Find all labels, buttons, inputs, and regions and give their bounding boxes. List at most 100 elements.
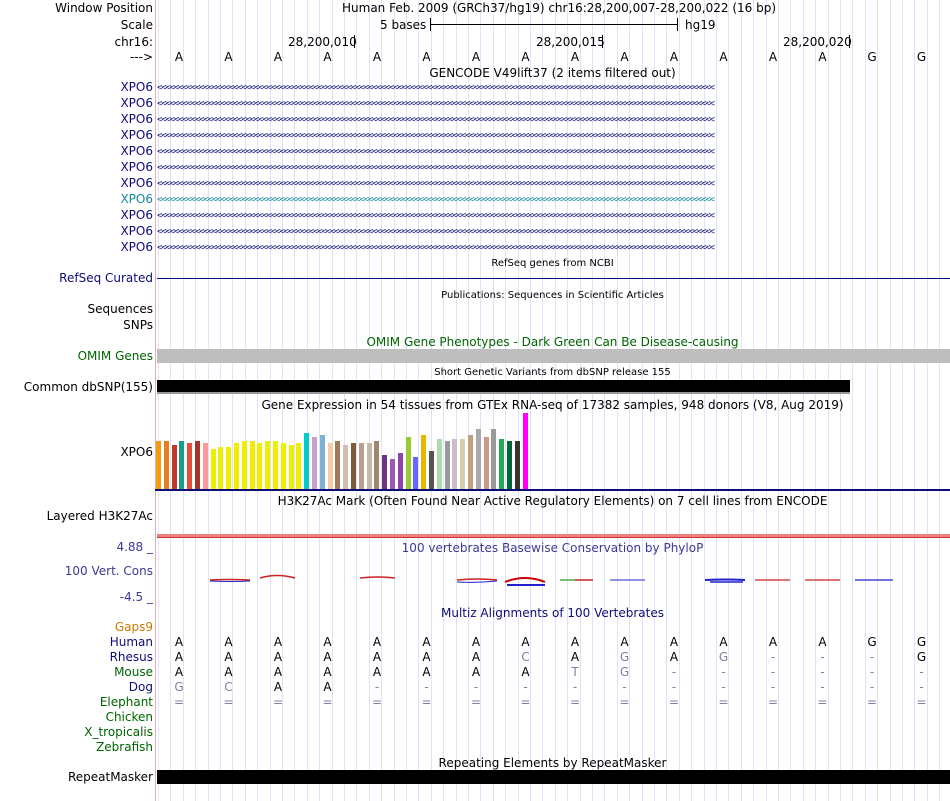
gencode-gene-label[interactable]: XPO6 — [120, 224, 153, 238]
gencode-title[interactable]: GENCODE V49lift37 (2 items filtered out) — [429, 66, 676, 80]
omim-bar[interactable] — [157, 349, 950, 363]
gtex-tissue-bar[interactable] — [304, 433, 310, 489]
gencode-gene-arrows[interactable]: <<<<<<<<<<<<<<<<<<<<<<<<<<<<<<<<<<<<<<<<… — [157, 227, 715, 237]
publications-label-snps[interactable]: SNPs — [123, 318, 153, 332]
gtex-tissue-bar[interactable] — [195, 441, 200, 489]
repeatmasker-title[interactable]: Repeating Elements by RepeatMasker — [438, 756, 667, 770]
gtex-tissue-bar[interactable] — [265, 441, 271, 489]
gtex-tissue-bar[interactable] — [397, 453, 403, 489]
gtex-tissue-bar[interactable] — [374, 441, 380, 489]
gtex-tissue-bar[interactable] — [507, 441, 512, 489]
gencode-gene-label[interactable]: XPO6 — [120, 96, 153, 110]
gtex-tissue-bar[interactable] — [421, 435, 427, 489]
gencode-gene-label[interactable]: XPO6 — [120, 80, 153, 94]
gtex-tissue-bar[interactable] — [319, 435, 325, 489]
gencode-gene-label[interactable]: XPO6 — [120, 240, 153, 254]
gencode-gene-arrows[interactable]: <<<<<<<<<<<<<<<<<<<<<<<<<<<<<<<<<<<<<<<<… — [157, 99, 715, 109]
h3k27ac-label[interactable]: Layered H3K27Ac — [46, 509, 153, 523]
phylop-title[interactable]: 100 vertebrates Basewise Conservation by… — [401, 541, 704, 555]
gtex-tissue-bar[interactable] — [483, 437, 489, 489]
gtex-tissue-bar[interactable] — [335, 441, 341, 489]
gtex-tissue-bar[interactable] — [436, 439, 442, 489]
gtex-label[interactable]: XPO6 — [120, 445, 153, 459]
phylop-label[interactable]: 100 Vert. Cons — [64, 564, 153, 578]
dbsnp-title[interactable]: Short Genetic Variants from dbSNP releas… — [434, 367, 671, 378]
gencode-gene-arrows[interactable]: <<<<<<<<<<<<<<<<<<<<<<<<<<<<<<<<<<<<<<<<… — [157, 195, 715, 205]
gtex-tissue-bar[interactable] — [452, 439, 458, 489]
gtex-tissue-bar[interactable] — [210, 449, 216, 489]
gtex-tissue-bar[interactable] — [460, 439, 466, 489]
gtex-tissue-bar[interactable] — [288, 445, 294, 489]
gtex-tissue-bar[interactable] — [468, 435, 473, 489]
gencode-gene-arrows[interactable]: <<<<<<<<<<<<<<<<<<<<<<<<<<<<<<<<<<<<<<<<… — [157, 211, 715, 221]
gtex-tissue-bar[interactable] — [187, 443, 193, 489]
species-label[interactable]: X_tropicalis — [84, 725, 153, 739]
phylop-plot[interactable] — [155, 560, 950, 600]
gencode-gene-label[interactable]: XPO6 — [120, 208, 153, 222]
refseq-line[interactable] — [157, 278, 950, 279]
gtex-tissue-bar[interactable] — [343, 445, 349, 489]
gtex-tissue-bar[interactable] — [202, 443, 208, 489]
refseq-title[interactable]: RefSeq genes from NCBI — [491, 258, 614, 269]
species-label[interactable]: Mouse — [114, 665, 153, 679]
gtex-tissue-bar[interactable] — [444, 441, 450, 489]
gtex-tissue-bar[interactable] — [257, 443, 263, 489]
gtex-tissue-bar[interactable] — [522, 413, 528, 489]
gtex-tissue-bar[interactable] — [179, 441, 185, 489]
omim-title[interactable]: OMIM Gene Phenotypes - Dark Green Can Be… — [366, 335, 739, 349]
gtex-tissue-bar[interactable] — [358, 443, 364, 489]
gtex-tissue-bar[interactable] — [163, 441, 169, 489]
gencode-gene-label[interactable]: XPO6 — [120, 160, 153, 174]
h3k27ac-title[interactable]: H3K27Ac Mark (Often Found Near Active Re… — [277, 494, 828, 508]
gencode-gene-label[interactable]: XPO6 — [120, 112, 153, 126]
gtex-tissue-bar[interactable] — [514, 441, 520, 489]
gencode-gene-arrows[interactable]: <<<<<<<<<<<<<<<<<<<<<<<<<<<<<<<<<<<<<<<<… — [157, 83, 715, 93]
gencode-gene-label[interactable]: XPO6 — [120, 192, 153, 206]
gtex-tissue-bar[interactable] — [499, 439, 505, 489]
species-label[interactable]: Elephant — [99, 695, 153, 709]
gtex-tissue-bar[interactable] — [413, 457, 419, 489]
multiz-title[interactable]: Multiz Alignments of 100 Vertebrates — [440, 606, 665, 620]
omim-label[interactable]: OMIM Genes — [77, 349, 153, 363]
species-label[interactable]: Human — [109, 635, 153, 649]
publications-title[interactable]: Publications: Sequences in Scientific Ar… — [441, 290, 664, 301]
species-label[interactable]: Zebrafish — [96, 740, 153, 754]
gtex-tissue-bar[interactable] — [296, 443, 302, 489]
gtex-tissue-bar[interactable] — [241, 441, 247, 489]
gencode-gene-label[interactable]: XPO6 — [120, 176, 153, 190]
gtex-tissue-bar[interactable] — [475, 429, 481, 489]
gtex-tissue-bar[interactable] — [312, 437, 317, 489]
species-label[interactable]: Dog — [128, 680, 153, 694]
gtex-tissue-bar[interactable] — [351, 443, 356, 489]
dbsnp-label[interactable]: Common dbSNP(155) — [23, 380, 153, 394]
gencode-gene-arrows[interactable]: <<<<<<<<<<<<<<<<<<<<<<<<<<<<<<<<<<<<<<<<… — [157, 179, 715, 189]
gtex-tissue-bar[interactable] — [366, 443, 372, 489]
gtex-tissue-bar[interactable] — [390, 459, 395, 489]
gencode-gene-arrows[interactable]: <<<<<<<<<<<<<<<<<<<<<<<<<<<<<<<<<<<<<<<<… — [157, 147, 715, 157]
gtex-tissue-bar[interactable] — [156, 441, 161, 489]
species-label[interactable]: Rhesus — [109, 650, 153, 664]
gtex-tissue-bar[interactable] — [382, 455, 388, 489]
gtex-tissue-bar[interactable] — [226, 447, 232, 489]
repeatmasker-bar[interactable] — [157, 770, 950, 784]
h3k27ac-signal[interactable] — [157, 534, 950, 538]
refseq-label[interactable]: RefSeq Curated — [59, 271, 153, 285]
gencode-gene-arrows[interactable]: <<<<<<<<<<<<<<<<<<<<<<<<<<<<<<<<<<<<<<<<… — [157, 163, 715, 173]
gtex-tissue-bar[interactable] — [218, 447, 224, 489]
gtex-tissue-bar[interactable] — [491, 429, 497, 489]
gtex-tissue-bar[interactable] — [171, 445, 177, 489]
species-label[interactable]: Chicken — [105, 710, 153, 724]
gencode-gene-arrows[interactable]: <<<<<<<<<<<<<<<<<<<<<<<<<<<<<<<<<<<<<<<<… — [157, 243, 715, 253]
gtex-tissue-bar[interactable] — [234, 443, 239, 489]
gtex-tissue-bar[interactable] — [429, 451, 434, 489]
gtex-tissue-bar[interactable] — [327, 443, 333, 489]
gencode-gene-arrows[interactable]: <<<<<<<<<<<<<<<<<<<<<<<<<<<<<<<<<<<<<<<<… — [157, 115, 715, 125]
gencode-gene-arrows[interactable]: <<<<<<<<<<<<<<<<<<<<<<<<<<<<<<<<<<<<<<<<… — [157, 131, 715, 141]
gencode-gene-label[interactable]: XPO6 — [120, 144, 153, 158]
gtex-tissue-bar[interactable] — [249, 441, 255, 489]
dbsnp-bar[interactable] — [157, 380, 850, 394]
multiz-gaps-label[interactable]: Gaps9 — [114, 620, 153, 634]
publications-label-sequences[interactable]: Sequences — [87, 302, 153, 316]
gencode-gene-label[interactable]: XPO6 — [120, 128, 153, 142]
gtex-title[interactable]: Gene Expression in 54 tissues from GTEx … — [261, 398, 844, 412]
